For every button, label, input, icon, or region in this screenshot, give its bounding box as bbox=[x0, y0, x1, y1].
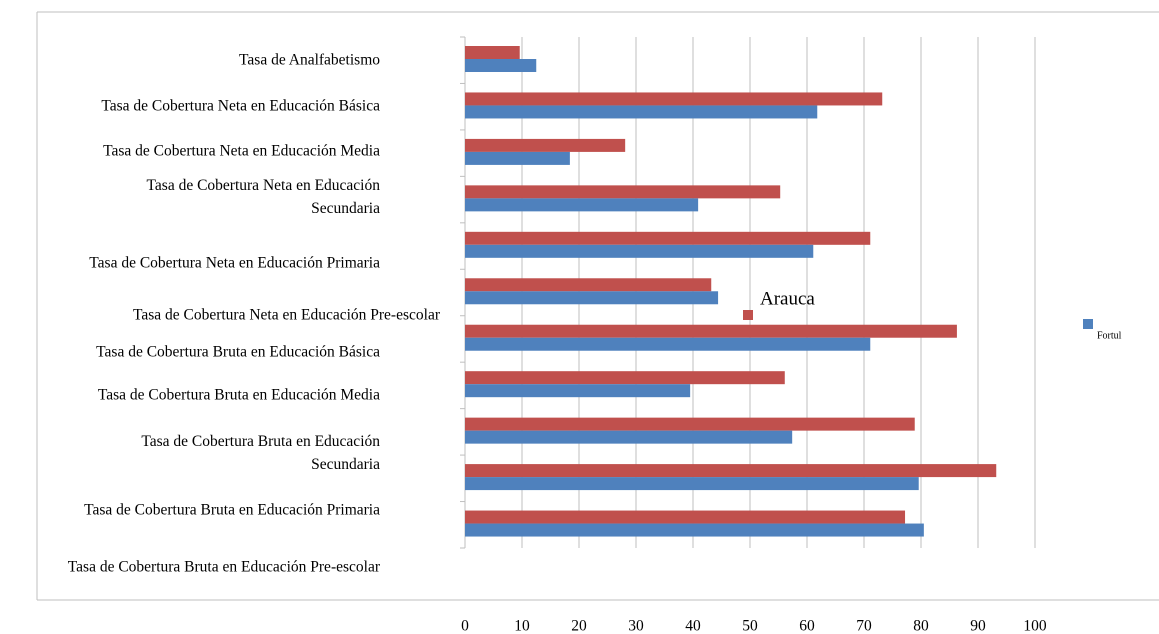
y-tick-label: Tasa de Cobertura Neta en Educación Prim… bbox=[89, 254, 380, 272]
bar bbox=[465, 92, 883, 106]
bar bbox=[465, 278, 712, 292]
bar bbox=[465, 59, 537, 72]
y-tick-label: Tasa de Analfabetismo bbox=[239, 51, 380, 69]
y-tick-label: Tasa de Cobertura Bruta en Educación Pri… bbox=[84, 501, 380, 519]
x-tick-label: 90 bbox=[970, 618, 986, 634]
legend-swatch bbox=[1083, 319, 1093, 329]
y-tick-label: Tasa de Cobertura Neta en Educación Bási… bbox=[101, 97, 380, 115]
bar bbox=[465, 291, 719, 305]
bar bbox=[465, 523, 924, 537]
y-tick-label: Tasa de Cobertura Bruta en Educación Pre… bbox=[67, 558, 380, 576]
x-tick-label: 80 bbox=[913, 618, 929, 634]
bar bbox=[465, 138, 626, 152]
bar bbox=[465, 430, 793, 444]
x-tick-label: 60 bbox=[799, 618, 815, 634]
bar bbox=[465, 244, 814, 258]
bar bbox=[465, 185, 781, 199]
bar bbox=[465, 417, 915, 431]
y-tick-label: Tasa de Cobertura Neta en Educación Pre-… bbox=[132, 306, 440, 324]
bar bbox=[465, 231, 871, 245]
y-tick-label: Tasa de Cobertura Bruta en Educación Sec… bbox=[141, 433, 380, 473]
bar bbox=[465, 198, 699, 212]
bar bbox=[465, 477, 919, 491]
bar bbox=[465, 371, 785, 385]
y-tick-label: Tasa de Cobertura Bruta en Educación Med… bbox=[97, 386, 380, 404]
bar bbox=[465, 324, 957, 338]
y-tick-label: Tasa de Cobertura Neta en Educación Secu… bbox=[146, 177, 380, 217]
bar bbox=[465, 337, 871, 351]
bar bbox=[465, 46, 520, 59]
x-tick-label: 20 bbox=[571, 618, 587, 634]
legend-label: Arauca bbox=[760, 288, 815, 309]
bar bbox=[465, 510, 906, 524]
y-tick-label: Tasa de Cobertura Neta en Educación Medi… bbox=[103, 142, 380, 160]
x-tick-label: 70 bbox=[856, 618, 872, 634]
bar bbox=[465, 105, 818, 119]
x-tick-label: 0 bbox=[461, 618, 469, 634]
x-tick-label: 40 bbox=[685, 618, 701, 634]
x-tick-label: 30 bbox=[628, 618, 644, 634]
y-tick-label: Tasa de Cobertura Bruta en Educación Bás… bbox=[96, 343, 380, 361]
bar bbox=[465, 464, 997, 478]
bar bbox=[465, 384, 691, 398]
x-tick-label: 10 bbox=[514, 618, 530, 634]
legend-swatch bbox=[743, 310, 753, 320]
bar bbox=[465, 151, 570, 165]
legend-label: Fortul bbox=[1097, 330, 1122, 341]
x-tick-label: 100 bbox=[1023, 618, 1047, 634]
x-tick-label: 50 bbox=[742, 618, 758, 634]
